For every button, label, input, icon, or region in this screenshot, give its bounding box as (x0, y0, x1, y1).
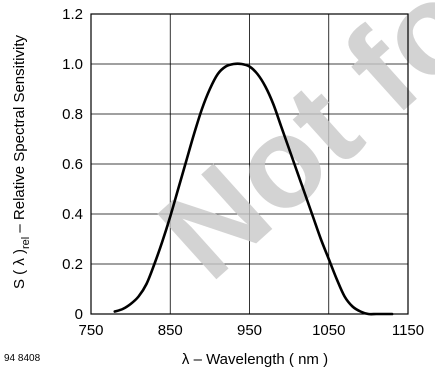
y-tick-label: 1.2 (62, 6, 83, 23)
y-tick-label: 0 (75, 306, 83, 323)
x-tick-label: 1050 (312, 322, 345, 339)
series-layer (113, 62, 394, 316)
plot-frame (90, 13, 409, 315)
y-tick-label: 1.0 (62, 56, 83, 73)
y-tick-label: 0.4 (62, 206, 83, 223)
watermark-layer: Not fo (133, 0, 435, 306)
y-tick-label: 0.2 (62, 256, 83, 273)
x-tick-label: 850 (158, 322, 183, 339)
watermark: Not fo (133, 0, 435, 306)
x-axis-label: λ – Wavelength ( nm ) (182, 351, 328, 368)
y-axis-label: S ( λ )rel – Relative Spectral Sensitivi… (11, 35, 32, 289)
y-axis-label-main: S ( λ ) (11, 249, 28, 289)
y-axis-label-subscript: rel (20, 237, 32, 249)
series-line (113, 62, 394, 316)
x-tick-label: 750 (78, 322, 103, 339)
x-tick-label: 950 (237, 322, 262, 339)
x-tick-label: 1150 (392, 322, 424, 339)
y-tick-label: 0.8 (62, 106, 83, 123)
tick-labels: 750 850 950 1050 1150 0 0.2 0.4 0.6 0.8 1.0 1.2 (62, 6, 424, 339)
y-tick-label: 0.6 (62, 156, 83, 173)
figure-id: 94 8408 (4, 353, 41, 364)
y-axis-label-rest: – Relative Spectral Sensitivity (11, 35, 28, 237)
